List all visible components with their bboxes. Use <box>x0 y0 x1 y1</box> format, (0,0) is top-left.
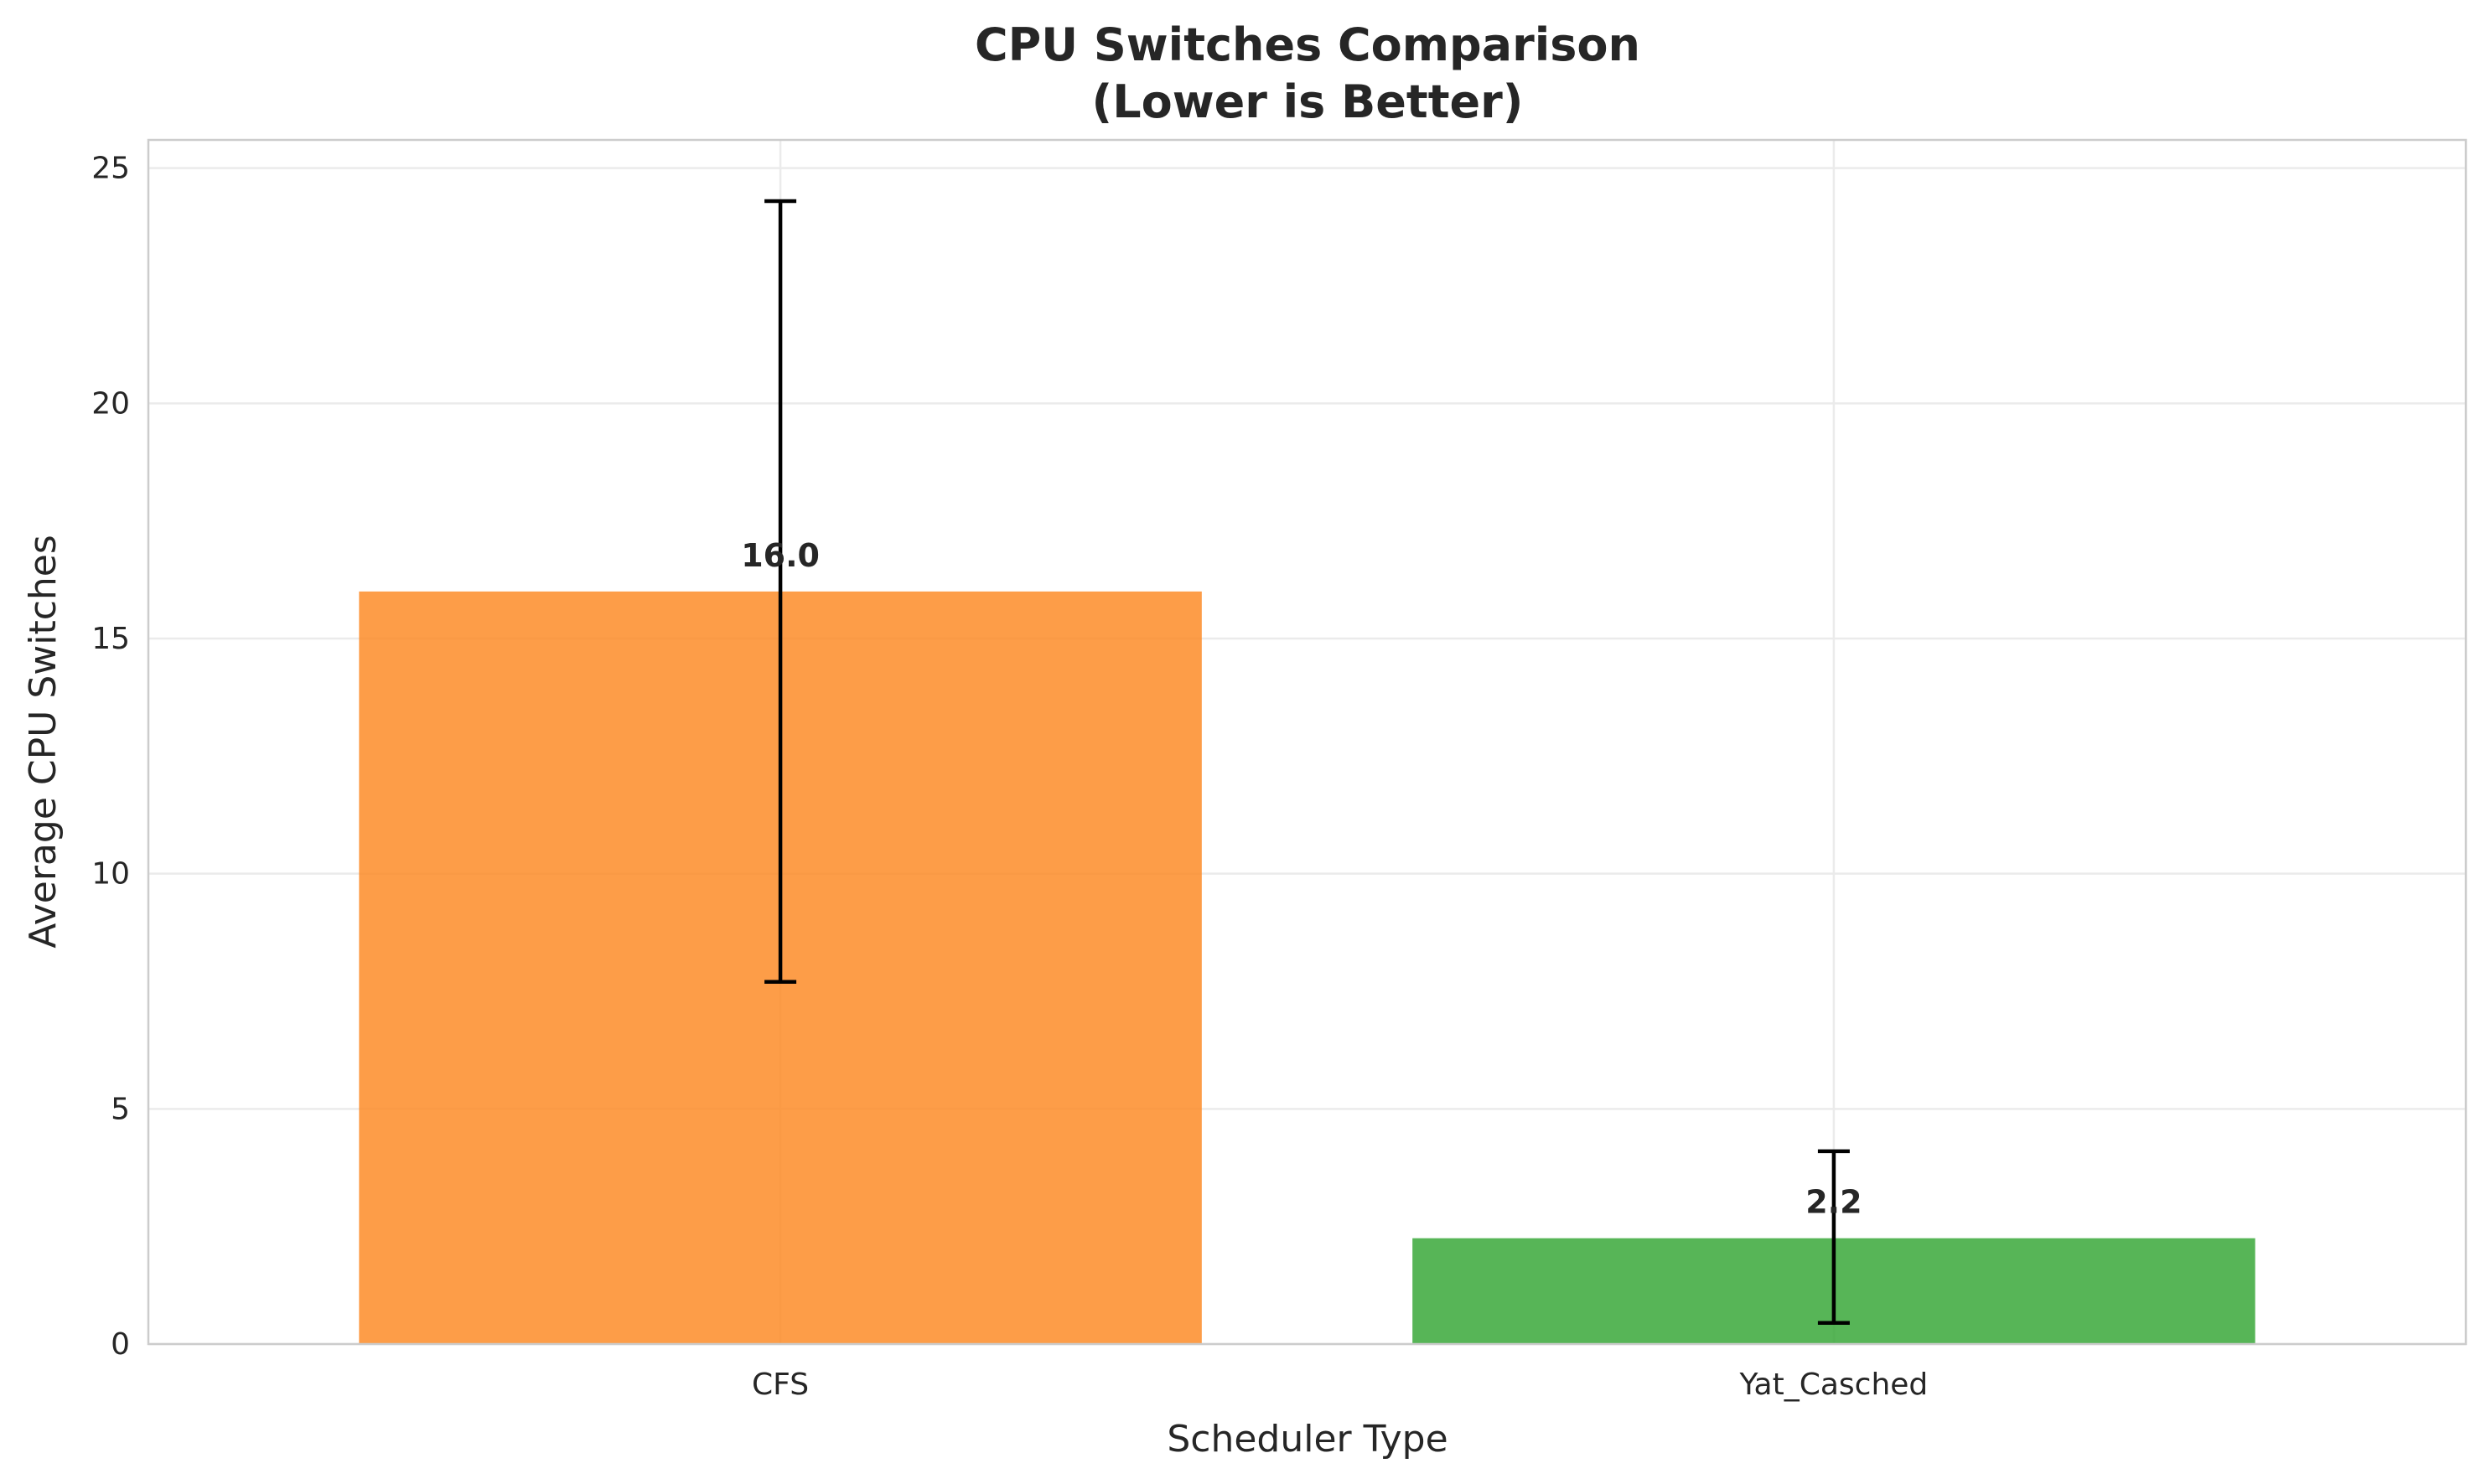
y-axis-label: Average CPU Switches <box>22 535 65 949</box>
y-tick-label: 10 <box>91 857 130 892</box>
plot-area: 16.0 2.2 <box>147 138 2468 1346</box>
chart-subtitle: (Lower is Better) <box>1092 75 1524 128</box>
x-axis-label: Scheduler Type <box>1167 1418 1447 1461</box>
y-tick-label: 25 <box>91 152 130 186</box>
x-tick-label: CFS <box>752 1368 809 1402</box>
bar-value-label: 2.2 <box>1805 1184 1862 1221</box>
x-tick-label: Yat_Casched <box>1739 1368 1929 1402</box>
y-tick-label: 20 <box>91 386 130 421</box>
plot-frame <box>147 138 2468 1346</box>
y-tick-label: 15 <box>91 622 130 656</box>
y-tick-label: 5 <box>111 1092 130 1126</box>
value-labels: 16.0 2.2 <box>741 537 1862 1221</box>
y-tick-label: 0 <box>111 1327 130 1362</box>
y-axis-ticks: 0 5 10 15 20 25 <box>91 152 130 1362</box>
bar-value-label: 16.0 <box>741 537 820 574</box>
error-bars <box>764 199 1850 1325</box>
chart-title: CPU Switches Comparison <box>975 18 1640 71</box>
x-axis-ticks: CFS Yat_Casched <box>752 1368 1928 1402</box>
